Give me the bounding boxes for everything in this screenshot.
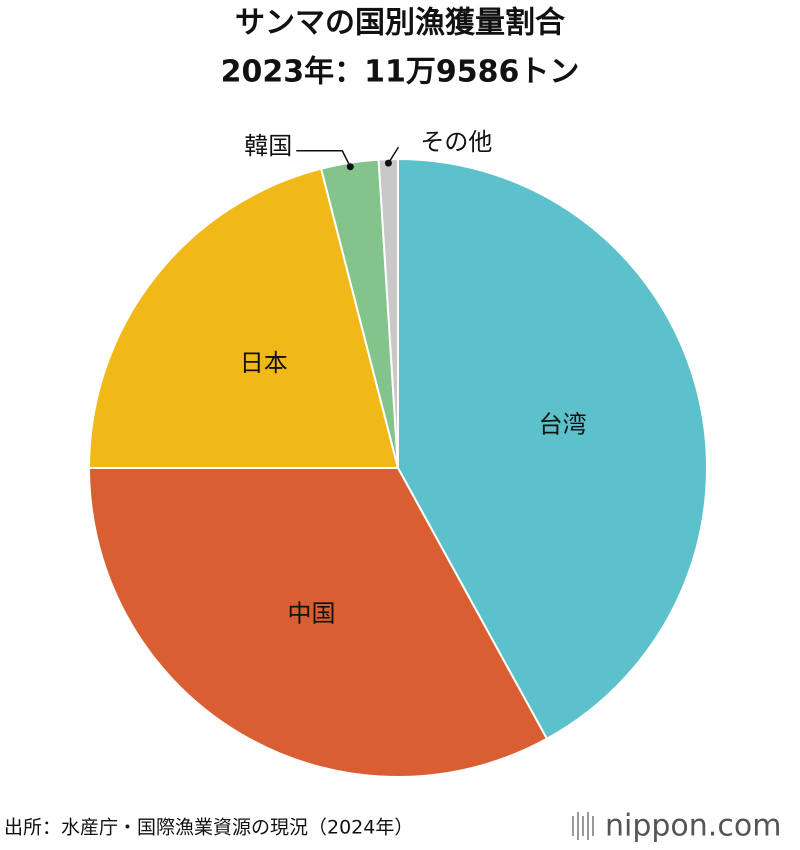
pie-slice [87,467,549,778]
leader-line [296,150,351,168]
pie-slice [397,157,708,741]
slice-label: 日本 [240,349,288,377]
chart-subtitle: 2023年：11万9586トン [221,55,580,90]
brand-logo-bars [572,812,594,840]
leader-dot [384,159,392,167]
chart-title: サンマの国別漁獲量割合 [235,6,565,41]
brand: nippon.com [605,809,781,844]
slice-label: その他 [420,128,492,156]
source-note: 出所：水産庁・国際漁業資源の現況（2024年） [4,817,413,839]
slice-label: 台湾 [539,411,587,439]
leader-dot [346,163,354,171]
pie-slice [377,157,399,469]
slice-label: 韓国 [244,132,292,160]
slice-label: 中国 [287,599,335,627]
pie-slice [87,167,400,469]
